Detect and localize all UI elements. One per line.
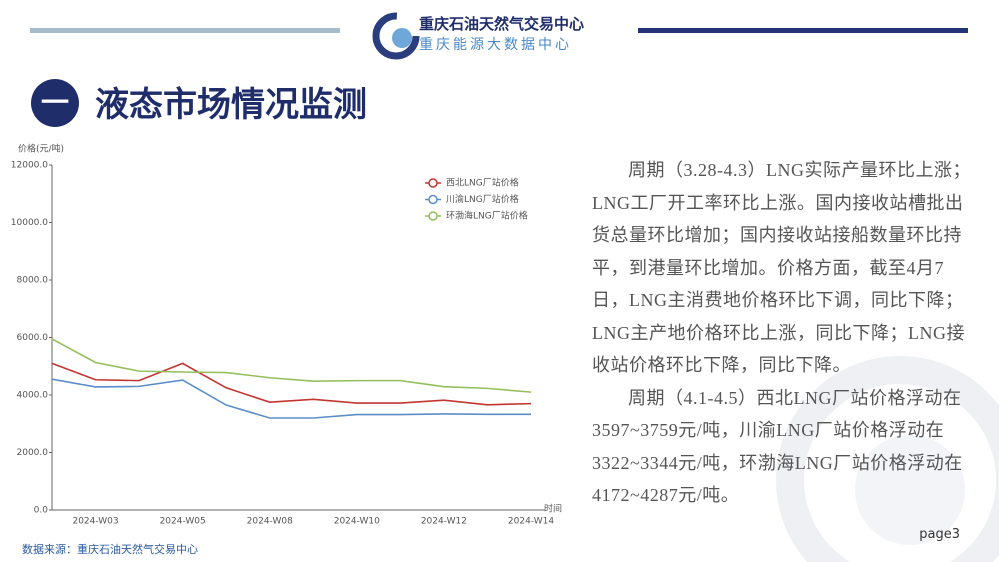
x-tick-label: 2024-W12 <box>421 517 467 527</box>
x-tick-label: 2024-W08 <box>247 517 293 527</box>
section-title: 液态市场情况监测 <box>95 85 367 125</box>
x-axis-label: 时间 <box>544 503 562 515</box>
x-tick-label: 2024-W14 <box>508 517 554 527</box>
legend-marker <box>428 194 438 205</box>
paragraph: 周期（4.1-4.5）西北LNG厂站价格浮动在3597~3759元/吨，川渝LN… <box>592 387 963 506</box>
line-series <box>51 378 531 419</box>
y-tick-label: 10000.0 <box>11 218 48 228</box>
x-tick-label: 2024-W10 <box>334 517 380 527</box>
legend-label: 环渤海LNG厂站价格 <box>446 210 528 222</box>
y-tick-label: 12000.0 <box>11 161 48 171</box>
watermark-inner <box>855 435 965 545</box>
text-block: 周期（3.28-4.3）LNG实际产量环比上涨；LNG工厂开工率环比上涨。国内接… <box>592 154 977 512</box>
paragraph: 周期（3.28-4.3）LNG实际产量环比上涨；LNG工厂开工率环比上涨。国内接… <box>592 160 971 375</box>
legend-label: 西北LNG厂站价格 <box>446 177 519 189</box>
y-axis-label: 价格(元/吨) <box>18 143 64 155</box>
org-name-2: 重庆能源大数据中心 <box>419 37 572 53</box>
section-number: 一 <box>41 86 69 119</box>
logo <box>372 12 420 60</box>
org-name: 重庆石油天然气交易中心 <box>419 15 584 33</box>
legend-label: 川渝LNG厂站价格 <box>446 193 519 205</box>
line-series <box>51 362 532 406</box>
source: 数据来源：重庆石油天然气交易中心 <box>22 542 198 556</box>
legend-marker <box>428 178 438 188</box>
section-badge <box>31 79 79 127</box>
header-bar-right <box>638 28 968 33</box>
legend-marker <box>428 211 438 221</box>
y-tick-label: 6000.0 <box>17 333 49 343</box>
page-number: page3 <box>919 527 960 542</box>
y-tick-label: 4000.0 <box>17 391 49 401</box>
x-tick-label: 2024-W05 <box>160 517 206 527</box>
logo-inner <box>392 28 412 48</box>
y-tick-label: 8000.0 <box>17 276 49 286</box>
line-series <box>51 338 532 393</box>
y-tick-label: 2000.0 <box>17 448 49 458</box>
chart: 价格(元/吨) 时间 0.0 2000.0 4000.0 6000.0 8000.0 1000… <box>11 143 562 527</box>
header-bar-left <box>30 28 340 33</box>
watermark <box>776 356 999 562</box>
y-tick-label: 0.0 <box>34 506 49 516</box>
x-tick-label: 2024-W03 <box>72 517 118 527</box>
